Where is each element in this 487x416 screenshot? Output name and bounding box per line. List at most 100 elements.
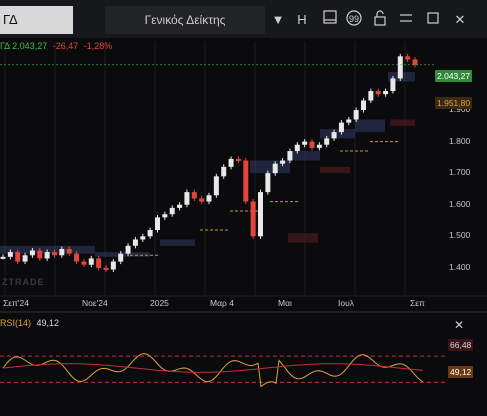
panel-icon[interactable]	[320, 10, 340, 30]
x-tick-label: Μαι	[278, 298, 292, 308]
x-tick-label: Νοε'24	[82, 298, 108, 308]
candle-body	[184, 192, 190, 205]
svg-text:99: 99	[349, 14, 359, 24]
candle-body	[81, 261, 87, 265]
maximize-icon[interactable]	[423, 10, 443, 30]
zone-band	[160, 239, 195, 246]
candle-body	[287, 151, 293, 161]
candle-body	[309, 141, 315, 148]
symbol-input[interactable]: ΓΔ	[0, 6, 73, 34]
candle-body	[265, 173, 271, 193]
y-tick-label: 1.500	[449, 230, 471, 241]
candle-body	[59, 248, 65, 256]
rsi-signal-line	[2, 363, 424, 373]
candle-body	[316, 144, 322, 148]
quote-last: 2.043,27	[12, 41, 48, 51]
candle-body	[338, 122, 344, 133]
menu-icon[interactable]	[396, 10, 416, 30]
candle-body	[66, 248, 72, 254]
candle-body	[147, 230, 153, 237]
level-price-tag: 1.951,80	[435, 97, 473, 109]
index-name[interactable]: Γενικός Δείκτης	[105, 6, 265, 34]
candle-body	[294, 144, 300, 152]
candle-body	[397, 56, 403, 79]
candle-body	[361, 100, 366, 110]
candle-body	[15, 252, 21, 262]
candle-body	[235, 158, 241, 161]
rsi-label: RSI(14) 49,12	[0, 318, 59, 328]
y-tick-label: 1.400	[449, 261, 471, 272]
candle-body	[346, 119, 352, 123]
zone-band	[250, 160, 290, 174]
quote-line: ΓΔ 2.043,27 -26,47 -1,28%	[0, 41, 112, 51]
x-tick-label: Ιουλ	[338, 298, 354, 308]
rsi-value-tag: 49,12	[448, 366, 474, 378]
candle-body	[302, 141, 308, 145]
candle-body	[44, 252, 50, 259]
candle-body	[52, 252, 57, 256]
candle-body	[368, 91, 374, 101]
candle-body	[199, 198, 205, 202]
candle-body	[169, 207, 175, 215]
candle-body	[88, 258, 94, 265]
candle-body	[250, 201, 256, 237]
rsi-name: RSI(14)	[0, 318, 32, 328]
quote-icon[interactable]: 99	[344, 10, 364, 30]
h-button[interactable]: H	[297, 12, 307, 27]
candle-body	[280, 160, 286, 164]
y-tick-label: 1.700	[449, 167, 471, 178]
zone-band	[288, 233, 318, 243]
quote-change-pct: -1,28%	[83, 41, 113, 51]
candle-body	[405, 56, 411, 60]
candle-body	[191, 192, 197, 199]
candle-body	[353, 110, 359, 120]
candle-body	[74, 253, 80, 262]
candle-body	[110, 261, 116, 270]
candle-body	[375, 91, 381, 95]
candle-body	[22, 255, 28, 262]
zone-band	[290, 151, 320, 161]
y-tick-label: 1.800	[449, 135, 471, 146]
x-tick-label: Μαρ 4	[210, 298, 234, 308]
zone-band	[355, 119, 385, 133]
candle-body	[0, 256, 6, 259]
candle-body	[331, 132, 337, 139]
candle-body	[221, 166, 227, 177]
quote-symbol: ΓΔ	[0, 41, 10, 51]
watermark: ZTRADE	[2, 277, 45, 287]
candle-body	[206, 195, 212, 202]
zone-band	[320, 128, 355, 139]
candle-body	[162, 214, 168, 218]
y-tick-label: 1.600	[449, 198, 471, 209]
candle-body	[125, 245, 131, 254]
x-tick-label: 2025	[150, 298, 169, 308]
candle-body	[383, 91, 389, 95]
candle-body	[412, 59, 418, 65]
candle-body	[213, 176, 219, 196]
zone-band	[390, 119, 415, 126]
lock-icon[interactable]	[370, 10, 390, 30]
candle-body	[258, 192, 263, 237]
candle-body	[228, 158, 234, 167]
last-price-tag: 2.043,27	[435, 70, 473, 82]
candle-body	[118, 253, 124, 262]
candle-body	[243, 160, 249, 202]
zone-band	[320, 166, 350, 174]
close-icon[interactable]: ✕	[454, 12, 466, 27]
toolbar: ΓΔ Γενικός Δείκτης ▼ H 99 ✕	[0, 0, 487, 38]
rsi-close-icon[interactable]: ✕	[453, 318, 465, 332]
quote-change: -26,47	[52, 41, 79, 51]
rsi-value: 49,12	[36, 318, 60, 328]
candle-body	[103, 267, 109, 270]
candle-body	[324, 138, 330, 145]
candle-body	[132, 239, 138, 246]
chevron-down-icon[interactable]: ▼	[271, 12, 285, 27]
candle-body	[96, 258, 102, 268]
candle-body	[29, 250, 35, 256]
candle-body	[390, 78, 396, 92]
rsi-upper-tag: 66,48	[448, 339, 474, 351]
candle-body	[155, 217, 160, 230]
price-chart[interactable]	[0, 38, 487, 416]
x-tick-label: Σεπ	[410, 298, 425, 308]
rsi-line	[2, 353, 424, 388]
